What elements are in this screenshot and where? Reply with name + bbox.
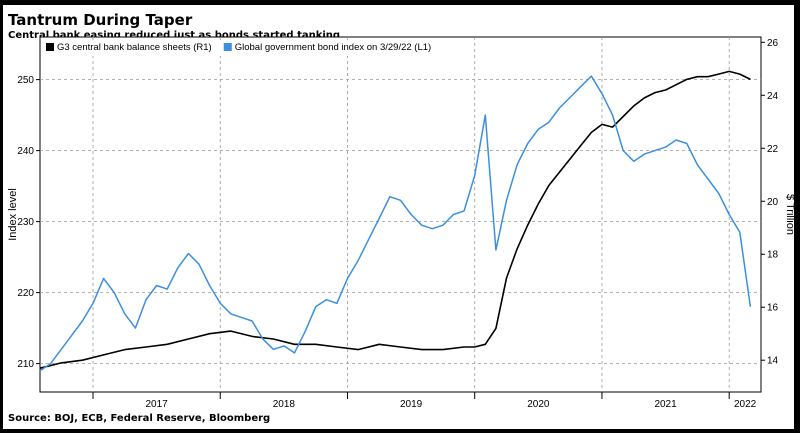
legend-swatch: [46, 43, 54, 51]
y-left-tick-label: 210: [17, 359, 34, 370]
y-right-tick-label: 26: [767, 38, 779, 49]
y-right-axis-label: $ Trillion: [784, 194, 796, 235]
y-left-tick-label: 230: [17, 217, 34, 228]
x-tick-label: 2020: [527, 399, 550, 410]
series-line-balance-sheets: [39, 70, 751, 369]
x-tick-label: 2022: [734, 399, 757, 410]
y-left-tick-label: 220: [17, 288, 34, 299]
y-left-tick-label: 250: [17, 75, 34, 86]
x-tick-label: 2019: [400, 399, 423, 410]
legend-label: Global government bond index on 3/29/22 …: [235, 42, 431, 53]
y-right-tick-label: 14: [767, 356, 779, 367]
y-left-tick-label: 240: [17, 146, 34, 157]
y-right-tick-label: 24: [767, 91, 779, 102]
chart-title: Tantrum During Taper: [8, 11, 193, 29]
legend-swatch: [223, 43, 232, 51]
chart-subtitle: Central bank easing reduced just as bond…: [8, 30, 341, 41]
x-tick-label: 2017: [146, 399, 169, 410]
source-note: Source: BOJ, ECB, Federal Reserve, Bloom…: [8, 413, 271, 424]
y-left-axis-label: Index level: [7, 188, 19, 241]
y-right-tick-label: 18: [767, 250, 779, 261]
series-line-bond-index: [39, 75, 752, 372]
x-tick-label: 2021: [654, 399, 677, 410]
y-right-tick-label: 22: [767, 144, 779, 155]
y-right-tick-label: 16: [767, 303, 779, 314]
legend-label: G3 central bank balance sheets (R1): [57, 42, 212, 53]
x-tick-label: 2018: [273, 399, 296, 410]
plot-area: [39, 36, 762, 393]
legend-box: [42, 40, 434, 56]
y-right-tick-label: 20: [767, 197, 779, 208]
